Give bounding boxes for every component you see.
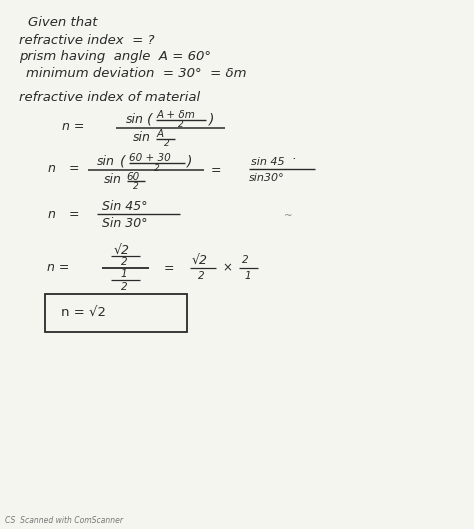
Text: n: n xyxy=(47,208,55,221)
Text: 2: 2 xyxy=(242,256,248,265)
Text: sin 45: sin 45 xyxy=(251,157,285,167)
Text: sin: sin xyxy=(126,113,144,125)
Text: ): ) xyxy=(187,154,192,168)
Text: A + δm: A + δm xyxy=(156,111,195,120)
Text: √2: √2 xyxy=(192,254,208,267)
Text: Sin 45°: Sin 45° xyxy=(102,200,147,213)
Text: CS  Scanned with ComScanner: CS Scanned with ComScanner xyxy=(5,516,123,525)
Text: n =: n = xyxy=(62,121,84,133)
Text: 60: 60 xyxy=(127,172,140,182)
Text: sin: sin xyxy=(104,174,122,186)
Text: 2: 2 xyxy=(178,120,183,130)
Text: ·: · xyxy=(291,153,295,166)
Text: Sin 30°: Sin 30° xyxy=(102,217,147,230)
Text: n =: n = xyxy=(47,261,70,273)
Text: refractive index  = ?: refractive index = ? xyxy=(19,34,155,47)
Text: n: n xyxy=(47,162,55,175)
Text: refractive index of material: refractive index of material xyxy=(19,92,200,104)
Text: n = √2: n = √2 xyxy=(61,306,106,319)
Text: sin30°: sin30° xyxy=(249,174,284,183)
Text: ×: × xyxy=(223,262,233,275)
Text: =: = xyxy=(164,262,174,275)
Text: =: = xyxy=(69,208,79,221)
Text: sin: sin xyxy=(97,155,115,168)
Text: 1: 1 xyxy=(121,269,128,279)
FancyBboxPatch shape xyxy=(45,294,187,332)
Text: ~: ~ xyxy=(284,211,293,221)
Text: √2: √2 xyxy=(114,244,130,257)
Text: (: ( xyxy=(147,112,152,126)
Text: =: = xyxy=(69,162,79,175)
Text: ): ) xyxy=(209,112,214,126)
Text: =: = xyxy=(211,164,221,177)
Text: (: ( xyxy=(119,154,125,168)
Text: 2: 2 xyxy=(133,182,138,191)
Text: minimum deviation  = 30°  = δm: minimum deviation = 30° = δm xyxy=(26,67,246,80)
Text: Given that: Given that xyxy=(28,16,98,29)
Text: prism having  angle  A = 60°: prism having angle A = 60° xyxy=(19,50,211,63)
Text: 2: 2 xyxy=(121,282,128,291)
Text: 2: 2 xyxy=(154,163,160,173)
Text: 1: 1 xyxy=(244,271,251,281)
Text: A: A xyxy=(156,130,164,139)
Text: sin: sin xyxy=(133,131,151,144)
Text: 60 + 30: 60 + 30 xyxy=(129,153,171,162)
Text: 2: 2 xyxy=(198,271,205,281)
Text: 2: 2 xyxy=(164,139,169,148)
Text: 2: 2 xyxy=(121,257,128,267)
